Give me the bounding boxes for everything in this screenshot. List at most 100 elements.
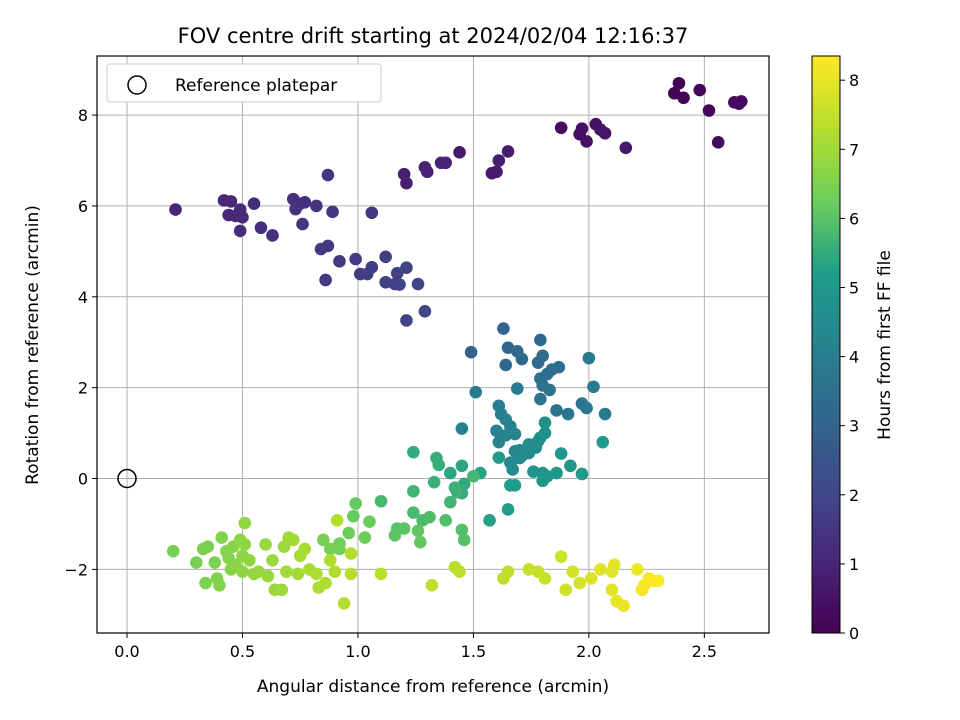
data-point — [166, 544, 180, 558]
legend-box — [106, 63, 382, 103]
data-point — [702, 104, 716, 117]
data-point — [397, 522, 411, 535]
data-point — [594, 563, 607, 576]
data-point — [238, 516, 252, 530]
colorbar-ticks: 0 1 2 3 4 5 6 7 8 — [840, 71, 859, 643]
data-point — [425, 578, 439, 592]
data-point — [508, 479, 522, 492]
colorbar-tick-label: 4 — [849, 348, 859, 367]
data-point — [238, 538, 252, 551]
data-point — [598, 126, 612, 140]
data-point — [326, 205, 339, 219]
data-points — [166, 76, 748, 613]
data-point — [169, 203, 182, 216]
data-point — [439, 156, 453, 170]
data-point — [319, 273, 332, 287]
data-point — [584, 572, 598, 585]
colorbar-label: Hours from first FF file — [875, 250, 895, 440]
data-point — [515, 352, 529, 366]
data-point — [298, 542, 312, 556]
colorbar-gradient — [811, 55, 841, 634]
data-point — [347, 509, 360, 523]
data-point — [189, 556, 203, 569]
data-point — [374, 567, 388, 581]
x-axis-label: Angular distance from reference (arcmin) — [257, 677, 609, 697]
y-tick-label: 0 — [78, 470, 88, 489]
legend-marker-icon — [127, 75, 147, 95]
data-point — [501, 503, 515, 516]
data-point — [418, 305, 432, 318]
data-point — [328, 565, 342, 578]
data-point — [439, 514, 453, 527]
data-point — [254, 221, 268, 235]
data-point — [407, 506, 420, 519]
data-point — [444, 495, 457, 509]
reference-marker — [117, 468, 137, 489]
data-point — [554, 447, 568, 460]
x-tick-label: 2.0 — [576, 642, 601, 661]
y-tick-label: −2 — [64, 560, 88, 579]
data-point — [321, 168, 335, 182]
data-point — [266, 229, 279, 242]
data-point — [711, 136, 725, 149]
data-point — [333, 542, 346, 556]
data-point — [236, 210, 249, 224]
data-point — [411, 277, 425, 291]
data-point — [423, 510, 436, 524]
data-point — [734, 95, 748, 108]
colorbar: 0 1 2 3 4 5 6 7 8 Hours from first FF file — [811, 55, 895, 643]
data-point — [552, 360, 566, 374]
data-point — [575, 122, 589, 135]
x-tick-label: 2.5 — [692, 642, 717, 661]
data-point — [492, 451, 506, 464]
colorbar-tick-label: 5 — [849, 278, 859, 297]
data-point — [587, 380, 600, 394]
colorbar-tick-label: 8 — [849, 71, 859, 90]
chart-title: FOV centre drift starting at 2024/02/04 … — [178, 24, 689, 48]
data-point — [319, 576, 332, 590]
data-point — [619, 141, 633, 155]
data-point — [501, 145, 515, 158]
data-point — [420, 165, 434, 179]
data-point — [342, 526, 356, 540]
x-tick-label: 0.5 — [230, 642, 255, 661]
grid-lines — [97, 56, 769, 633]
data-point — [400, 261, 413, 275]
legend: Reference platepar — [106, 63, 382, 103]
data-point — [208, 556, 222, 569]
data-point — [374, 494, 388, 508]
data-point — [215, 531, 229, 544]
data-point — [617, 599, 630, 613]
data-point — [323, 542, 337, 556]
data-point — [464, 345, 478, 359]
data-point — [607, 558, 621, 572]
data-point — [575, 467, 589, 481]
colorbar-tick-label: 3 — [849, 417, 859, 436]
data-point — [550, 466, 563, 480]
data-point — [536, 474, 549, 488]
data-point — [499, 429, 513, 442]
data-point — [580, 135, 593, 148]
data-point — [573, 576, 586, 590]
data-point — [580, 401, 593, 415]
data-point — [538, 572, 552, 585]
data-point — [407, 484, 420, 498]
data-point — [199, 576, 212, 590]
data-point — [450, 485, 464, 499]
data-point — [296, 217, 309, 231]
data-point — [298, 195, 312, 209]
data-point — [247, 197, 261, 210]
data-point — [582, 351, 596, 365]
axes-frame — [96, 55, 770, 634]
data-point — [453, 146, 466, 159]
data-point — [236, 565, 249, 578]
data-point — [598, 407, 612, 421]
data-point — [317, 533, 330, 547]
data-point — [365, 260, 379, 274]
data-point — [233, 224, 247, 238]
data-point — [310, 199, 323, 213]
data-point — [323, 554, 337, 567]
data-point — [510, 382, 524, 395]
data-point — [455, 523, 469, 537]
x-tick-label: 1.5 — [461, 642, 486, 661]
